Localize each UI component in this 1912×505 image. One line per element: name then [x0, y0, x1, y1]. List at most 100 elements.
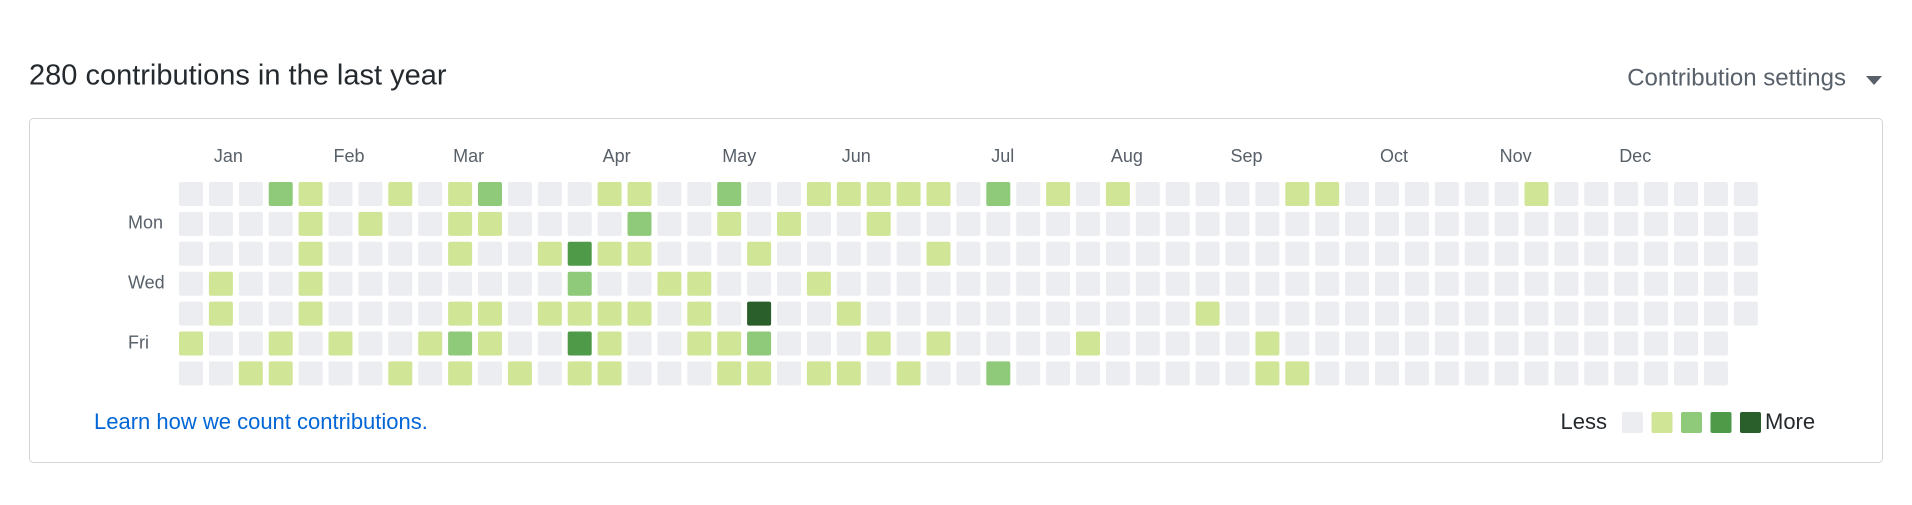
day-cell: [1285, 241, 1310, 266]
day-cell: [1733, 271, 1758, 296]
day-cell: [1644, 301, 1669, 326]
day-cell: [717, 301, 742, 326]
day-cell: [1315, 361, 1340, 386]
day-cell: [1255, 182, 1280, 206]
day-cell: [1345, 182, 1370, 206]
day-cell: [537, 182, 562, 206]
day-cell: [806, 301, 831, 326]
day-cell: [1165, 331, 1190, 356]
day-cell: [208, 361, 233, 386]
day-cell: [1554, 182, 1579, 206]
day-cell: [298, 331, 323, 356]
day-cell: [1674, 271, 1698, 296]
day-cell: [1375, 331, 1399, 356]
day-cell: [238, 271, 263, 296]
day-cell: [627, 361, 652, 386]
day-cell: [627, 301, 652, 326]
day-cell: [328, 331, 353, 356]
day-cell: [1135, 211, 1160, 236]
day-cell: [896, 331, 921, 356]
day-cell: [388, 271, 413, 296]
day-cell: [1703, 211, 1728, 236]
day-cell: [1494, 241, 1519, 266]
day-cell: [1644, 211, 1669, 236]
day-cell: [179, 361, 203, 386]
month-label: Mar: [453, 146, 484, 166]
day-cell: [1135, 331, 1160, 356]
day-cell: [1046, 211, 1071, 236]
day-cell: [1195, 271, 1220, 296]
day-cell: [1076, 301, 1100, 326]
day-cell: [1105, 271, 1130, 296]
day-cell: [208, 271, 233, 296]
day-cell: [1554, 211, 1579, 236]
day-cell: [328, 241, 353, 266]
day-cell: [448, 182, 473, 206]
day-cell: [1345, 331, 1370, 356]
day-cell: [1225, 331, 1250, 356]
day-cell: [1524, 271, 1549, 296]
day-cell: [1375, 271, 1399, 296]
day-cell: [1375, 211, 1399, 236]
day-cell: [1225, 182, 1250, 206]
day-cell: [388, 211, 413, 236]
day-cell: [1105, 301, 1130, 326]
learn-link[interactable]: Learn how we count contributions.: [94, 409, 428, 434]
day-cell: [657, 241, 682, 266]
day-cell: [179, 241, 203, 266]
day-cell: [926, 182, 951, 206]
day-cell: [1345, 211, 1370, 236]
day-cell: [448, 211, 473, 236]
day-cell: [747, 241, 772, 266]
day-cell: [836, 361, 861, 386]
day-cell: [806, 361, 831, 386]
day-cell: [597, 361, 622, 386]
day-cell: [1524, 331, 1549, 356]
day-cell: [328, 182, 353, 206]
month-label: Jan: [214, 146, 243, 166]
day-cell: [896, 301, 921, 326]
legend-less: Less: [1561, 409, 1607, 434]
day-cell: [268, 182, 293, 206]
day-cell: [1494, 271, 1519, 296]
day-cell: [238, 331, 263, 356]
day-cell: [358, 331, 383, 356]
day-cell: [1285, 361, 1310, 386]
day-cell: [507, 361, 532, 386]
day-cell: [1434, 271, 1459, 296]
day-cell: [1584, 331, 1609, 356]
day-cell: [1584, 182, 1609, 206]
day-cell: [208, 301, 233, 326]
day-cell: [896, 182, 921, 206]
day-cell: [448, 301, 473, 326]
title: 280 contributions in the last year: [29, 60, 447, 92]
day-cell: [1076, 331, 1100, 356]
day-cell: [388, 241, 413, 266]
day-cell: [657, 331, 682, 356]
day-cell: [1195, 361, 1220, 386]
day-cell: [298, 301, 323, 326]
day-cell: [1016, 241, 1041, 266]
settings-button[interactable]: Contribution settings: [1627, 64, 1846, 91]
day-cell: [358, 361, 383, 386]
month-label: Jun: [842, 146, 871, 166]
day-cell: [926, 361, 951, 386]
day-cell: [1105, 331, 1130, 356]
day-cell: [567, 331, 592, 356]
day-cell: [567, 211, 592, 236]
day-cell: [806, 241, 831, 266]
day-cell: [687, 301, 712, 326]
day-cell: [1046, 271, 1071, 296]
day-cell: [1135, 182, 1160, 206]
day-cell: [747, 211, 772, 236]
day-cell: [1375, 241, 1399, 266]
day-cell: [507, 241, 532, 266]
day-cell: [1016, 182, 1041, 206]
day-cell: [388, 331, 413, 356]
day-cell: [806, 271, 831, 296]
day-cell: [567, 361, 592, 386]
day-cell: [1195, 331, 1220, 356]
day-cell: [507, 182, 532, 206]
day-cell: [926, 271, 951, 296]
day-cell: [537, 241, 562, 266]
